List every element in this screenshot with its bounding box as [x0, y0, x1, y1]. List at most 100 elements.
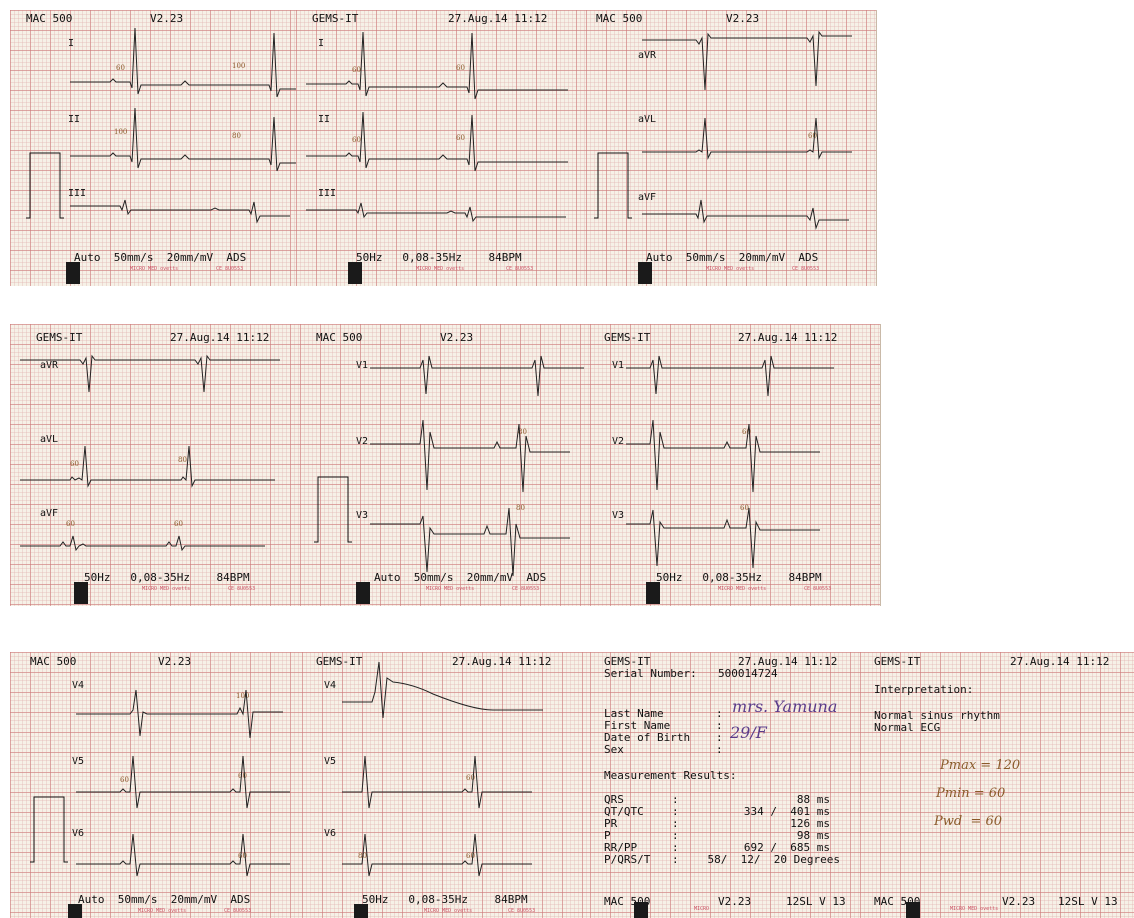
handwritten-rate: 60	[808, 132, 817, 140]
handwritten-rate: 60	[238, 852, 247, 860]
field-colon: :	[716, 743, 723, 756]
device-label: MAC 500	[30, 655, 77, 668]
handwritten-rate: 80	[518, 428, 527, 436]
filter-settings: 50Hz 0,08-35Hz 84BPM	[356, 251, 522, 264]
handwritten-rate: 60	[174, 520, 183, 528]
field-colon: :	[672, 841, 679, 854]
lead-label: I	[318, 38, 325, 49]
field-colon: :	[672, 853, 679, 866]
field-colon: :	[672, 805, 679, 818]
ecg-panel-limb-leads-gems: GEMS-IT 27.Aug.14 11:12 I II III 60 60 6…	[296, 10, 587, 286]
ce-mark: CE 8U0553	[508, 908, 536, 914]
calibration-pulse	[314, 476, 352, 543]
handwritten-rate: 60	[120, 776, 129, 784]
ce-mark: CE 8U0553	[792, 266, 820, 272]
recording-settings: Auto 50mm/s 20mm/mV ADS	[646, 251, 819, 264]
handwritten-rate: 60	[70, 460, 79, 468]
printer-label: MICRO MED ovetts	[130, 266, 179, 272]
device-label: GEMS-IT	[36, 331, 83, 344]
lead-label: V5	[72, 756, 85, 767]
device-label: GEMS-IT	[312, 12, 359, 25]
ecg-trace	[370, 355, 584, 577]
recording-settings: Auto 50mm/s 20mm/mV ADS	[374, 571, 547, 584]
measurement-value: 88 ms	[796, 793, 830, 806]
lead-label: V2	[612, 436, 625, 447]
handwritten-rate: 60	[466, 774, 475, 782]
field-colon: :	[672, 829, 679, 842]
field-colon: :	[716, 731, 723, 744]
handwritten-rate: 80	[178, 456, 187, 464]
printer-label: MICRO MED ovetts	[424, 908, 473, 914]
measurement-label: P/QRS/T	[604, 853, 651, 866]
handwritten-rate: 60	[352, 136, 361, 144]
ecg-panel-augmented-leads-gems: GEMS-IT 27.Aug.14 11:12 aVR aVL aVF 60 8…	[10, 324, 301, 606]
date-of-birth-label: Date of Birth	[604, 731, 691, 744]
ecg-trace	[642, 30, 852, 230]
field-colon: :	[672, 793, 679, 806]
paper-marker	[638, 262, 652, 284]
algorithm-version: 12SL V 13	[786, 895, 846, 908]
device-label: GEMS-IT	[874, 655, 921, 668]
handwritten-age-sex: 29/F	[730, 723, 767, 742]
ecg-trace	[76, 689, 290, 877]
ecg-trace	[626, 355, 834, 569]
handwritten-rate: 60	[740, 504, 749, 512]
lead-label: V1	[356, 360, 369, 371]
paper-marker	[906, 902, 920, 918]
ce-mark: CE 8U0553	[216, 266, 244, 272]
measurement-value: 692 / 685 ms	[743, 841, 830, 854]
ecg-panel-augmented-leads-mac: MAC 500 V2.23 aVR aVL aVF 60 Auto 50mm/s…	[586, 10, 877, 286]
paper-marker	[356, 582, 370, 604]
field-colon: :	[716, 719, 723, 732]
ce-mark: CE 8U0553	[506, 266, 534, 272]
measurement-label: QRS	[604, 793, 624, 806]
handwritten-rate: 60	[66, 520, 75, 528]
lead-label: V3	[356, 510, 369, 521]
paper-marker	[66, 262, 80, 284]
algorithm-version: 12SL V 13	[1058, 895, 1118, 908]
version-label: V2.23	[718, 895, 752, 908]
printer-label: MICRO MED ovetts	[718, 586, 767, 592]
ecg-strip-1: MAC 500 V2.23 I II III 60 100 100 80 Aut…	[10, 10, 1134, 286]
lead-label: V4	[324, 680, 337, 691]
ce-mark: CE 8U0553	[228, 586, 256, 592]
timestamp-label: 27.Aug.14 11:12	[738, 331, 838, 344]
printer-label: MICRO MED ovetts	[142, 586, 191, 592]
calibration-pulse	[30, 796, 68, 863]
handwritten-rate: 80	[232, 132, 241, 140]
version-label: V2.23	[150, 12, 184, 25]
handwritten-rate: 80	[516, 504, 525, 512]
lead-label: II	[318, 114, 331, 125]
ecg-panel-precordial-v1-v3-mac: MAC 500 V2.23 V1 V2 V3 80 80 Auto 50mm/s…	[300, 324, 591, 606]
serial-number-value: 500014724	[718, 667, 778, 680]
lead-label: II	[68, 114, 81, 125]
recording-settings: Auto 50mm/s 20mm/mV ADS	[74, 251, 247, 264]
filter-settings: 50Hz 0,08-35Hz 84BPM	[362, 893, 528, 906]
printer-label: MICRO MED ovetts	[950, 906, 999, 912]
measurement-label: QT/QTC	[604, 805, 644, 818]
version-label: V2.23	[726, 12, 760, 25]
measurement-results-title: Measurement Results:	[604, 769, 737, 782]
handwritten-rate: 60	[238, 772, 247, 780]
lead-label: V4	[72, 680, 85, 691]
paper-marker	[348, 262, 362, 284]
ecg-strip-2: GEMS-IT 27.Aug.14 11:12 aVR aVL aVF 60 8…	[10, 324, 1134, 606]
paper-marker	[354, 904, 368, 918]
serial-number-label: Serial Number:	[604, 667, 697, 680]
handwritten-rate: 100	[236, 692, 250, 700]
patient-report-panel: GEMS-IT 27.Aug.14 11:12 Serial Number: 5…	[590, 652, 861, 918]
device-label: MAC 500	[26, 12, 73, 25]
ecg-trace	[20, 354, 280, 552]
lead-label: V5	[324, 756, 337, 767]
paper-marker	[74, 582, 88, 604]
device-label: GEMS-IT	[604, 655, 651, 668]
timestamp-label: 27.Aug.14 11:12	[170, 331, 270, 344]
device-label: GEMS-IT	[604, 331, 651, 344]
filter-settings: 50Hz 0,08-35Hz 84BPM	[656, 571, 822, 584]
recording-settings: Auto 50mm/s 20mm/mV ADS	[78, 893, 251, 906]
ecg-panel-precordial-v1-v3-gems: GEMS-IT 27.Aug.14 11:12 V1 V2 V3 60 60 5…	[590, 324, 881, 606]
lead-label: I	[68, 38, 75, 49]
ecg-panel-precordial-v4-v6-gems: GEMS-IT 27.Aug.14 11:12 V4 V5 V6 60 80 6…	[302, 652, 591, 918]
lead-label: aVL	[638, 114, 657, 125]
paper-marker	[68, 904, 82, 918]
